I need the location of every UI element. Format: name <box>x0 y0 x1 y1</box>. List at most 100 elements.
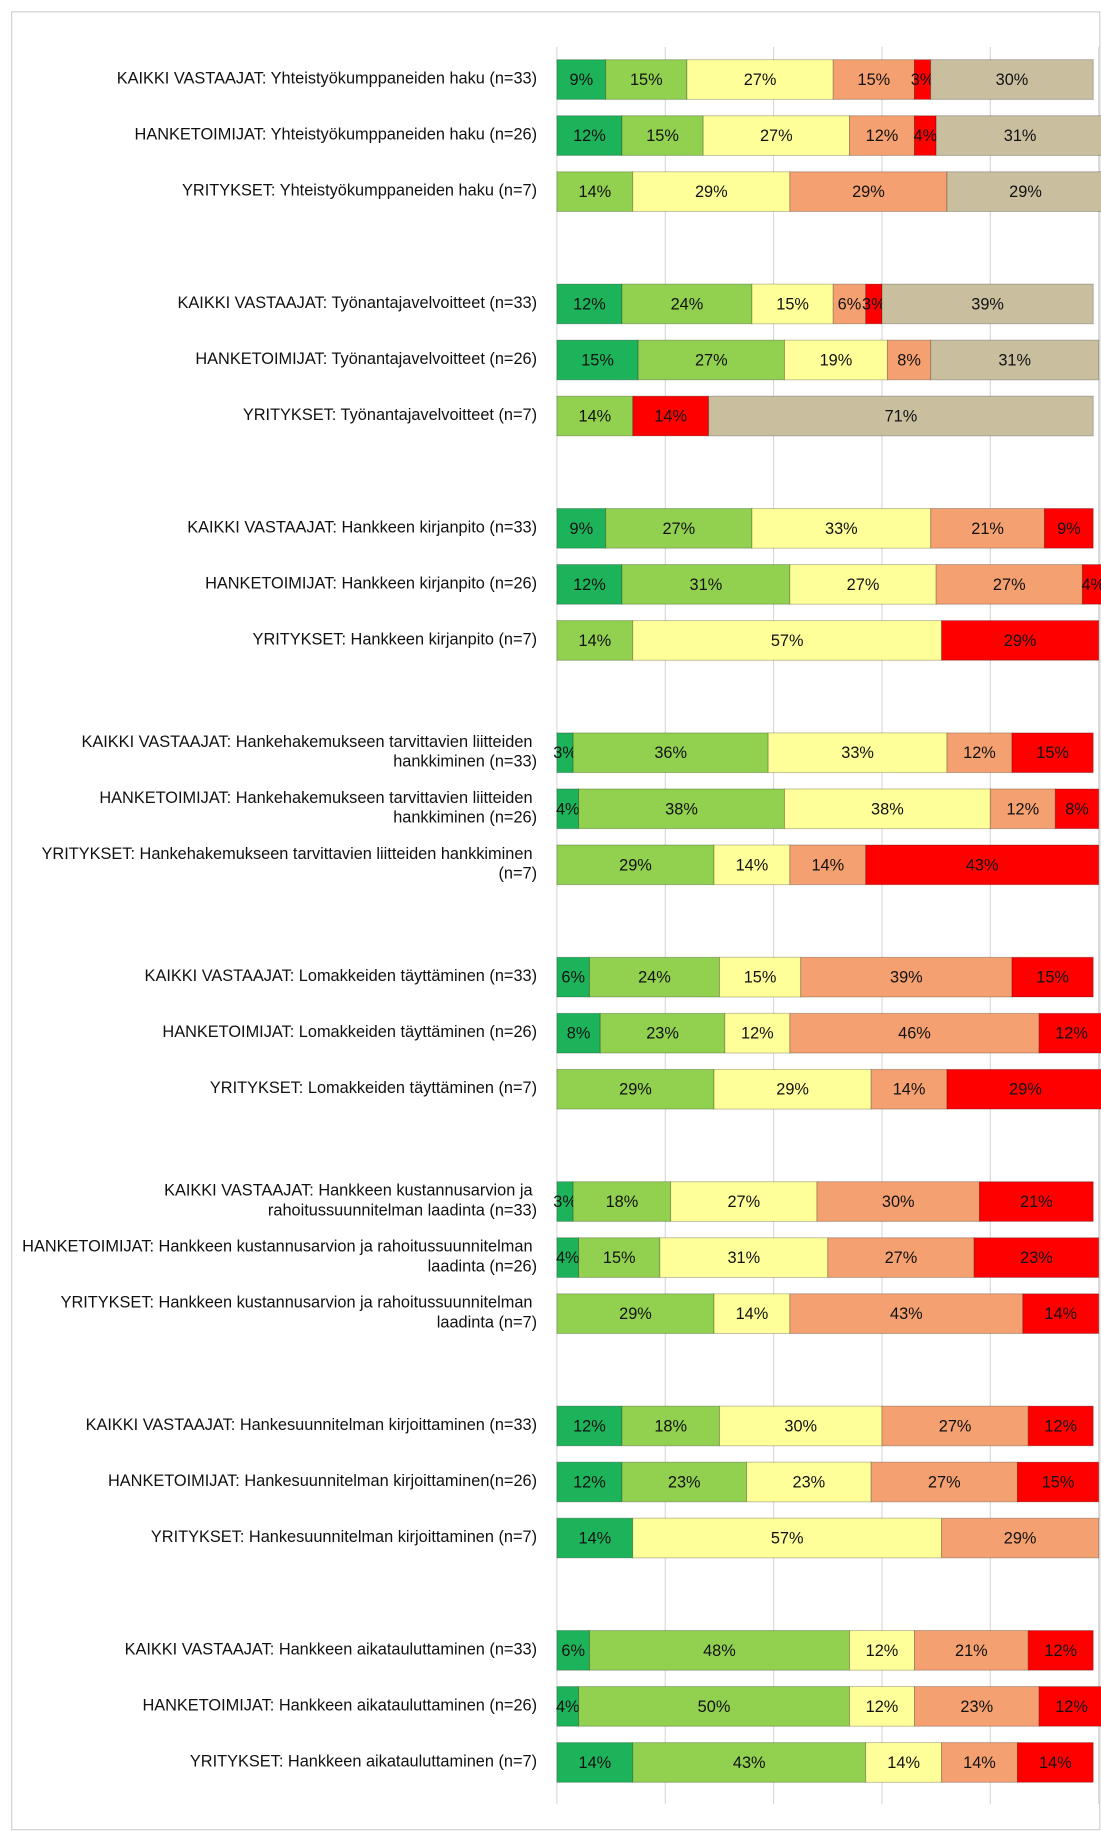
bar-segment <box>556 1405 623 1447</box>
data-label: 14% <box>1044 1305 1077 1323</box>
data-label: 31% <box>727 1249 760 1267</box>
data-label: 14% <box>578 1754 611 1772</box>
bar-segment <box>556 564 623 605</box>
category-label: KAIKKI VASTAAJAT: Yhteistyökumppaneiden … <box>117 70 537 88</box>
bar-segment <box>832 59 915 100</box>
bar-segment <box>914 1686 1040 1727</box>
bar-segment <box>941 1517 1100 1559</box>
bar-segment <box>632 620 943 661</box>
data-label: 6% <box>561 1642 585 1660</box>
data-label: 43% <box>890 1305 923 1323</box>
data-label: 29% <box>695 183 728 201</box>
data-label: 12% <box>573 576 606 594</box>
data-label: 12% <box>573 1417 606 1435</box>
bar-segment <box>556 1517 634 1559</box>
data-label: 14% <box>578 408 611 426</box>
data-label: 12% <box>866 1698 899 1716</box>
bar-segment <box>556 115 623 156</box>
bar-segment <box>881 1405 1029 1447</box>
category-label: KAIKKI VASTAAJAT: Hankkeen kirjanpito (n… <box>187 519 537 537</box>
category-label: HANKETOIMIJAT: Hankesuunnitelman kirjoit… <box>108 1472 537 1490</box>
bar-segment <box>989 788 1056 830</box>
data-label: 23% <box>792 1473 825 1491</box>
data-label: 14% <box>654 408 687 426</box>
bar-segment <box>556 1068 715 1110</box>
data-label: 48% <box>703 1642 736 1660</box>
bar-segment <box>1011 732 1094 774</box>
bar-segment <box>783 339 888 381</box>
bar-segment <box>556 844 715 886</box>
data-label: 4% <box>556 1249 580 1267</box>
bar-segment <box>946 1068 1101 1110</box>
bar-segment <box>979 1181 1094 1222</box>
category-label: HANKETOIMIJAT: Työnantajavelvoitteet (n=… <box>195 350 537 368</box>
bar-segment <box>946 732 1013 774</box>
data-label: 27% <box>695 351 728 369</box>
bar-segment <box>914 1630 1029 1671</box>
data-label: 14% <box>963 1754 996 1772</box>
bar-segment <box>632 1742 867 1783</box>
category-label: KAIKKI VASTAAJAT: Hankkeen aikatauluttam… <box>125 1641 538 1659</box>
bar-segment <box>556 956 590 998</box>
bar-segment <box>556 1742 634 1783</box>
data-label: 57% <box>771 632 804 650</box>
data-label: 15% <box>1036 744 1069 762</box>
data-label: 33% <box>841 744 874 762</box>
data-label: 29% <box>1004 632 1037 650</box>
bar-segment <box>556 1630 590 1671</box>
data-label: 29% <box>619 856 652 874</box>
bar-segment <box>1016 1461 1100 1503</box>
data-label: 43% <box>733 1754 766 1772</box>
bar-segment <box>578 788 785 830</box>
data-label: 12% <box>573 127 606 145</box>
data-label: 14% <box>578 632 611 650</box>
bar-segment <box>973 1237 1100 1278</box>
bar-segment <box>708 395 1094 437</box>
category-label: HANKETOIMIJAT: Yhteistyökumppaneiden hak… <box>135 126 538 144</box>
bar-segment <box>870 1068 948 1110</box>
data-label: 27% <box>885 1249 918 1267</box>
data-label: 57% <box>771 1530 804 1548</box>
bar-segment <box>848 1686 915 1727</box>
data-label: 31% <box>1004 127 1037 145</box>
bar-segment <box>1044 508 1094 549</box>
data-label: 12% <box>1055 1025 1088 1043</box>
data-label: 27% <box>744 71 777 89</box>
data-label: 3% <box>553 1193 577 1211</box>
data-label: 8% <box>1065 800 1089 818</box>
data-label: 30% <box>996 71 1029 89</box>
data-label: 14% <box>578 1530 611 1548</box>
data-label: 15% <box>776 295 809 313</box>
data-label: 8% <box>897 351 921 369</box>
bar-segment <box>827 1237 975 1278</box>
bar-segment <box>713 1068 872 1110</box>
data-label: 24% <box>671 295 704 313</box>
data-label: 23% <box>1020 1249 1053 1267</box>
bar-segment <box>556 283 623 325</box>
bar-segment <box>865 1742 943 1783</box>
data-label: 15% <box>630 71 663 89</box>
data-label: 50% <box>698 1698 731 1716</box>
bar-segment <box>941 620 1100 661</box>
data-label: 36% <box>654 744 687 762</box>
data-label: 71% <box>885 408 918 426</box>
data-label: 6% <box>838 295 862 313</box>
data-label: 12% <box>963 744 996 762</box>
data-label: 27% <box>939 1417 972 1435</box>
category-label: YRITYKSET: Hankkeen kirjanpito (n=7) <box>253 631 538 649</box>
data-label: 4% <box>556 800 580 818</box>
data-label: 31% <box>690 576 723 594</box>
data-label: 9% <box>569 71 593 89</box>
bar-segment <box>930 59 1094 100</box>
data-label: 39% <box>971 295 1004 313</box>
data-label: 15% <box>1036 969 1069 987</box>
data-label: 14% <box>578 183 611 201</box>
data-label: 23% <box>960 1698 993 1716</box>
data-label: 38% <box>665 800 698 818</box>
bar-segment <box>659 1237 829 1278</box>
bar-segment <box>789 1012 1040 1054</box>
data-label: 29% <box>1009 1081 1042 1099</box>
data-label: 4% <box>1081 576 1101 594</box>
bar-segment <box>881 283 1094 325</box>
